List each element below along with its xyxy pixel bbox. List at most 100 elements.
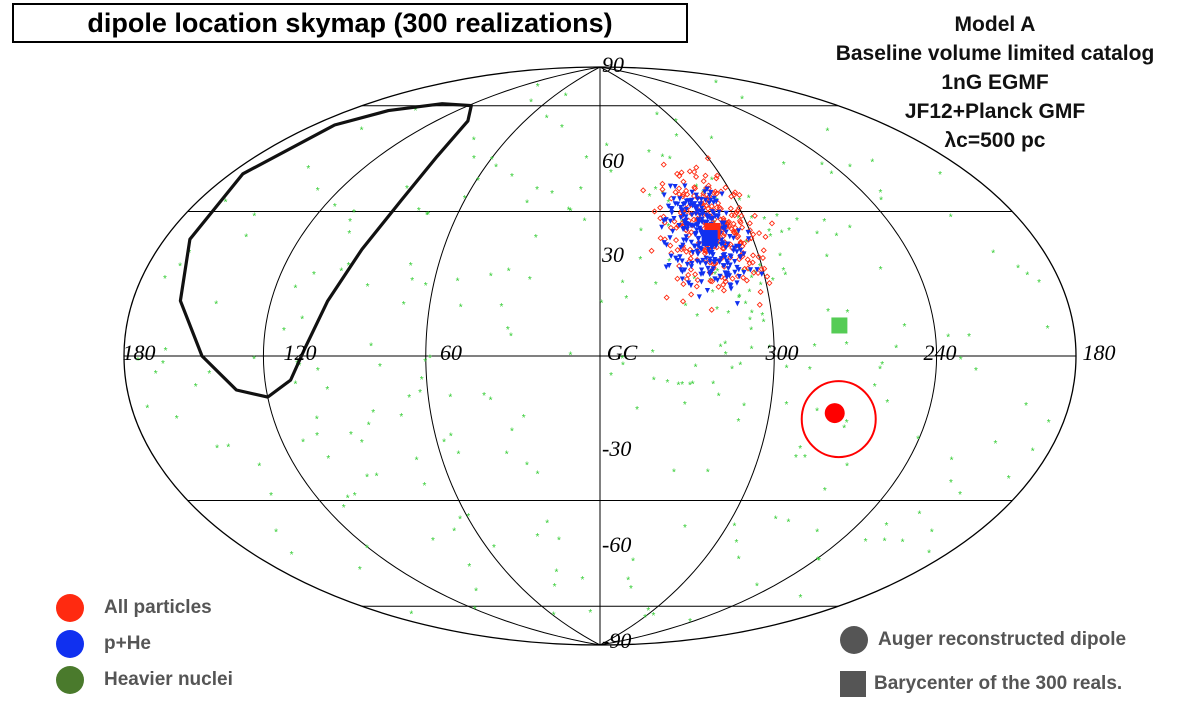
heavy-point: * xyxy=(666,378,670,389)
phe-point xyxy=(727,234,733,240)
lat-label--60: -60 xyxy=(602,532,631,557)
phe-point xyxy=(661,192,667,198)
heavy-point: * xyxy=(991,249,995,260)
phe-point xyxy=(694,204,701,210)
heavy-point: * xyxy=(684,302,688,313)
heavy-point: * xyxy=(417,206,421,217)
auger-uncertainty-contour xyxy=(800,380,877,459)
heavy-point: * xyxy=(207,369,211,380)
points-layer: ************ ****************************… xyxy=(136,78,1051,627)
all-particles-point xyxy=(675,185,683,192)
heavy-point: * xyxy=(164,346,168,357)
heavy-point: * xyxy=(369,341,373,352)
heavy-point: * xyxy=(736,417,740,428)
heavy-point: * xyxy=(1031,447,1035,458)
phe-point xyxy=(684,226,690,232)
heavy-point: * xyxy=(366,282,370,293)
phe-point xyxy=(696,219,702,225)
heavy-point: * xyxy=(442,437,446,448)
phe-point xyxy=(712,276,718,282)
heavy-point: * xyxy=(845,308,849,319)
heavy-point: * xyxy=(774,514,778,525)
model-line-3: 1nG EGMF xyxy=(941,71,1049,94)
all-particles-point xyxy=(714,172,721,179)
legend-label-auger: Auger reconstructed dipole xyxy=(878,629,1127,650)
heavy-point: * xyxy=(768,344,772,355)
heavy-point: * xyxy=(878,188,882,199)
legend-label-all: All particles xyxy=(104,597,212,618)
phe-point xyxy=(727,262,733,268)
heavy-point: * xyxy=(744,299,748,310)
phe-point xyxy=(694,227,700,233)
lat-label--30: -30 xyxy=(602,436,631,461)
lon-label-gc: GC xyxy=(607,340,638,365)
all-particles-point xyxy=(703,202,710,209)
heavy-point: * xyxy=(737,293,741,304)
heavy-point: * xyxy=(689,248,693,259)
heavy-point: * xyxy=(950,456,954,467)
heavy-point: * xyxy=(1007,474,1011,485)
phe-point xyxy=(689,212,695,218)
legend-item-all-particles: All particles xyxy=(56,590,233,626)
heavy-point: * xyxy=(884,521,888,532)
phe-point xyxy=(730,235,737,241)
heavy-point: * xyxy=(414,106,418,117)
phe-point xyxy=(705,247,712,253)
phe-point xyxy=(667,235,673,241)
phe-point xyxy=(745,236,752,242)
heavy-point: * xyxy=(161,359,165,370)
heavy-point: * xyxy=(787,226,791,237)
heavy-point: * xyxy=(333,202,337,213)
heavy-point: * xyxy=(691,379,695,390)
heavy-point: * xyxy=(723,339,727,350)
phe-point xyxy=(667,218,674,224)
heavy-point: * xyxy=(635,405,639,416)
green-dot-icon xyxy=(56,666,84,694)
heavy-point: * xyxy=(883,537,887,548)
phe-point xyxy=(695,243,701,249)
heavy-point: * xyxy=(626,575,630,586)
all-particles-point xyxy=(663,294,670,301)
all-particles-point xyxy=(691,185,699,192)
heavy-point: * xyxy=(494,163,498,174)
phe-point xyxy=(699,216,705,222)
heavy-point: * xyxy=(676,381,680,392)
heavy-point: * xyxy=(360,438,364,449)
heavy-point: * xyxy=(759,281,763,292)
heavy-point: * xyxy=(1016,263,1020,274)
heavy-point: * xyxy=(750,345,754,356)
chart-title: dipole location skymap (300 realizations… xyxy=(12,3,688,43)
all-particles-point xyxy=(687,246,694,253)
heavy-point: * xyxy=(879,195,883,206)
all-particles-point xyxy=(678,246,685,253)
heavy-point: * xyxy=(680,380,684,391)
phe-point xyxy=(689,260,695,267)
meridian--120 xyxy=(599,66,938,646)
heavy-point: * xyxy=(816,556,820,567)
phe-point xyxy=(708,189,714,196)
heavy-point: * xyxy=(879,265,883,276)
heavy-point: * xyxy=(557,536,561,547)
heavy-point: * xyxy=(510,427,514,438)
heavy-point: * xyxy=(726,309,730,320)
heavy-point: * xyxy=(358,565,362,576)
heavy-point: * xyxy=(711,288,715,299)
all-particles-point xyxy=(686,168,693,175)
heavy-point: * xyxy=(474,587,478,598)
heavy-point: * xyxy=(803,453,807,464)
heavy-point: * xyxy=(415,455,419,466)
heavy-point: * xyxy=(428,354,432,365)
heavy-point: * xyxy=(747,288,751,299)
phe-point xyxy=(668,206,674,212)
heavy-point: * xyxy=(672,468,676,479)
heavy-point: * xyxy=(755,581,759,592)
heavy-point: * xyxy=(568,351,572,362)
heavy-point: * xyxy=(492,543,496,554)
heavy-point: * xyxy=(748,316,752,327)
heavy-point: * xyxy=(638,255,642,266)
legend-right: Auger reconstructed dipole Barycenter of… xyxy=(840,616,1126,704)
phe-point xyxy=(708,197,714,203)
heavy-point: * xyxy=(410,276,414,287)
heavy-point: * xyxy=(785,364,789,375)
